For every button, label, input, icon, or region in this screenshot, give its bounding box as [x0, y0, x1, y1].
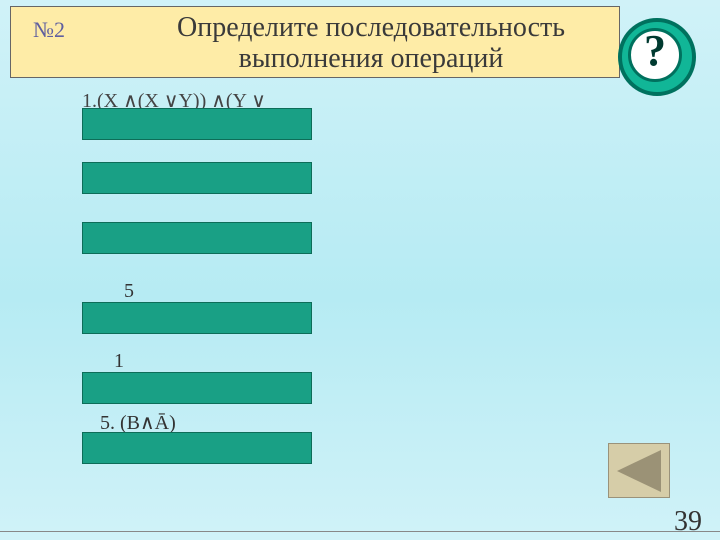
label-5: 5: [124, 280, 134, 303]
answer-bar-2[interactable]: [82, 162, 312, 194]
question-icon: ?: [618, 18, 696, 96]
answer-bar-3[interactable]: [82, 222, 312, 254]
answer-bar-1[interactable]: [82, 108, 312, 140]
arrow-left-icon: [617, 450, 661, 492]
header-box: №2 Определите последовательность выполне…: [10, 6, 620, 78]
slide-number-label: №2: [33, 17, 65, 43]
answer-bar-5[interactable]: [82, 372, 312, 404]
answer-bar-4[interactable]: [82, 302, 312, 334]
slide-root: №2 Определите последовательность выполне…: [0, 0, 720, 540]
footer-rule: [0, 531, 720, 532]
page-number: 39: [674, 506, 702, 538]
answer-bar-6[interactable]: [82, 432, 312, 464]
label-1: 1: [114, 350, 124, 373]
slide-title: Определите последовательность выполнения…: [116, 13, 626, 75]
prev-button[interactable]: [608, 443, 670, 498]
question-mark-glyph: ?: [631, 25, 679, 76]
question-icon-inner: ?: [628, 28, 682, 82]
